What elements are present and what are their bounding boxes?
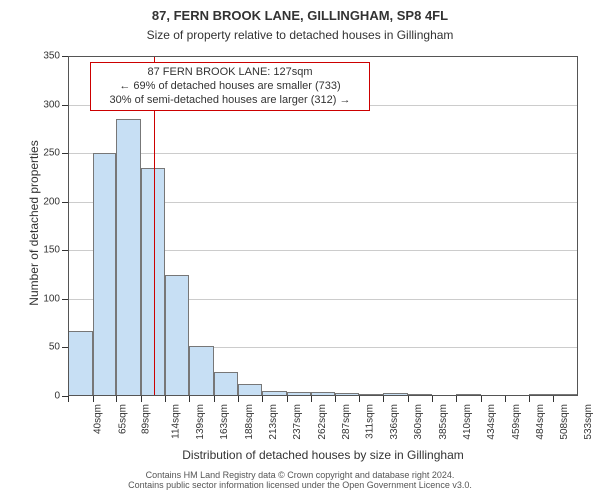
x-tick-label: 213sqm: [268, 404, 279, 440]
x-tick-mark: [335, 396, 336, 402]
y-axis-label: Number of detached properties: [27, 103, 41, 343]
x-tick-label: 287sqm: [341, 404, 352, 440]
x-tick-mark: [311, 396, 312, 402]
footer-line-1: Contains HM Land Registry data © Crown c…: [0, 470, 600, 480]
x-tick-mark: [214, 396, 215, 402]
y-tick-label: 350: [34, 51, 60, 62]
x-tick-mark: [529, 396, 530, 402]
y-tick-label: 200: [34, 196, 60, 207]
x-tick-label: 434sqm: [486, 404, 497, 440]
x-tick-label: 40sqm: [93, 404, 104, 434]
x-tick-mark: [93, 396, 94, 402]
y-tick-label: 50: [34, 342, 60, 353]
y-tick-mark: [62, 105, 68, 106]
x-tick-label: 360sqm: [413, 404, 424, 440]
chart-subtitle: Size of property relative to detached ho…: [0, 28, 600, 42]
y-tick-label: 100: [34, 293, 60, 304]
x-tick-mark: [359, 396, 360, 402]
x-tick-mark: [383, 396, 384, 402]
footer: Contains HM Land Registry data © Crown c…: [0, 470, 600, 490]
y-tick-mark: [62, 250, 68, 251]
x-tick-label: 188sqm: [244, 404, 255, 440]
x-tick-label: 114sqm: [170, 404, 181, 439]
x-tick-mark: [287, 396, 288, 402]
x-tick-mark: [189, 396, 190, 402]
x-tick-label: 311sqm: [364, 404, 375, 439]
x-tick-mark: [141, 396, 142, 402]
x-tick-mark: [116, 396, 117, 402]
x-tick-label: 139sqm: [196, 404, 207, 440]
x-tick-label: 410sqm: [462, 404, 473, 440]
x-tick-label: 385sqm: [438, 404, 449, 440]
x-tick-label: 336sqm: [390, 404, 401, 440]
annotation-box: 87 FERN BROOK LANE: 127sqm ← 69% of deta…: [90, 62, 370, 111]
x-tick-label: 65sqm: [117, 404, 128, 434]
x-tick-mark: [262, 396, 263, 402]
x-tick-mark: [481, 396, 482, 402]
annotation-line-1: 87 FERN BROOK LANE: 127sqm: [97, 66, 363, 80]
annotation-line-3: 30% of semi-detached houses are larger (…: [97, 94, 363, 108]
x-tick-label: 533sqm: [583, 404, 594, 440]
annotation-line-2: ← 69% of detached houses are smaller (73…: [97, 80, 363, 94]
chart-title: 87, FERN BROOK LANE, GILLINGHAM, SP8 4FL: [0, 8, 600, 23]
x-tick-label: 237sqm: [292, 404, 303, 440]
x-tick-label: 484sqm: [535, 404, 546, 440]
x-tick-label: 262sqm: [317, 404, 328, 440]
y-tick-label: 300: [34, 99, 60, 110]
y-tick-mark: [62, 56, 68, 57]
x-axis-label: Distribution of detached houses by size …: [68, 448, 578, 462]
x-tick-label: 163sqm: [219, 404, 230, 440]
y-tick-label: 250: [34, 148, 60, 159]
y-tick-label: 150: [34, 245, 60, 256]
y-tick-label: 0: [34, 391, 60, 402]
x-tick-mark: [432, 396, 433, 402]
y-tick-mark: [62, 202, 68, 203]
x-tick-mark: [505, 396, 506, 402]
x-tick-mark: [408, 396, 409, 402]
x-tick-mark: [456, 396, 457, 402]
x-tick-label: 459sqm: [511, 404, 522, 440]
y-tick-mark: [62, 347, 68, 348]
x-tick-mark: [553, 396, 554, 402]
x-tick-mark: [165, 396, 166, 402]
x-tick-label: 89sqm: [141, 404, 152, 434]
y-tick-mark: [62, 153, 68, 154]
x-tick-mark: [238, 396, 239, 402]
y-tick-mark: [62, 299, 68, 300]
x-tick-label: 508sqm: [559, 404, 570, 440]
footer-line-2: Contains public sector information licen…: [0, 480, 600, 490]
x-tick-mark: [68, 396, 69, 402]
chart-container: 87, FERN BROOK LANE, GILLINGHAM, SP8 4FL…: [0, 0, 600, 500]
